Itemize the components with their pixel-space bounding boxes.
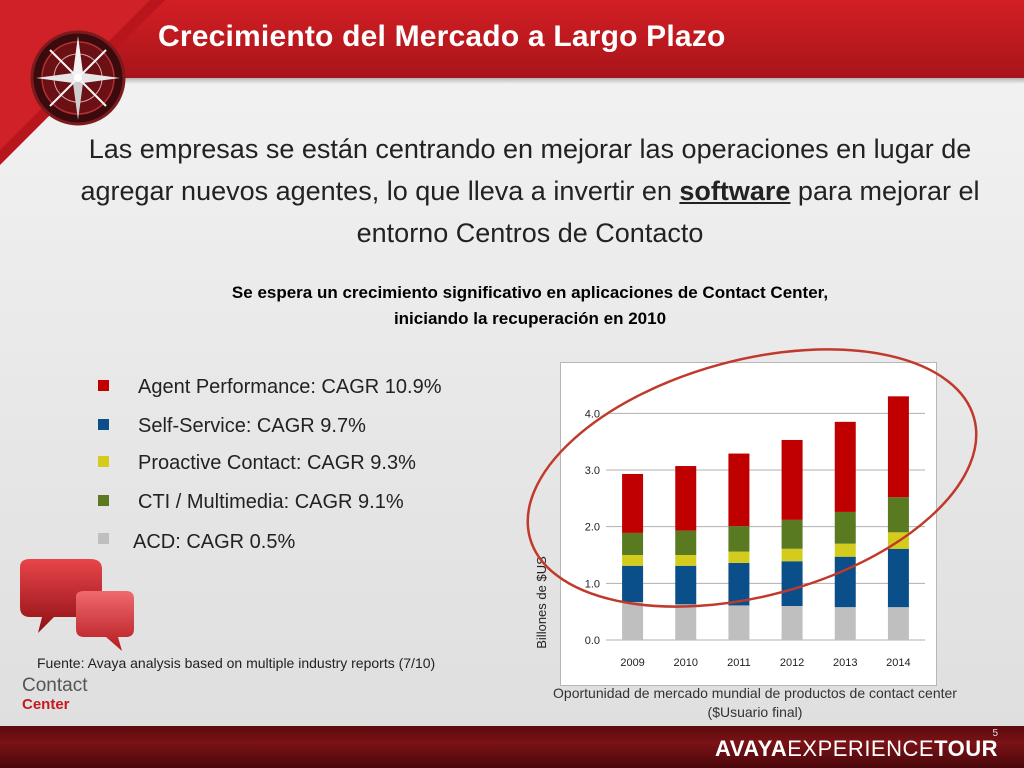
bar-segment-agent-performance-2010 [675,466,697,531]
source-note: Fuente: Avaya analysis based on multiple… [37,655,436,671]
bar-segment-cti-multimedia-2011 [728,526,750,552]
bar-segment-self-service-2011 [728,562,750,606]
legend-swatch [98,495,109,506]
x-tick-label: 2009 [620,657,644,669]
intro-emphasis: software [679,176,791,206]
intro-text: Las empresas se están centrando en mejor… [70,128,990,254]
y-axis-label: Billones de $US [534,556,549,649]
bar-segment-acd-2011 [728,605,750,640]
bar-segment-proactive-contact-2010 [675,555,697,566]
contact-center-brand-sub: Center [22,696,70,713]
bar-segment-cti-multimedia-2010 [675,530,697,555]
chart-labels: 0.0 1.0 2.0 3.0 4.0 2009 2010 2011 2012 2013 2014 [585,408,911,669]
footer-logo: AVAYAEXPERIENCETOUR [715,736,998,762]
bar-segment-acd-2013 [834,607,856,640]
chart-subtitle: Se espera un crecimiento significativo e… [160,280,900,332]
bar-segment-self-service-2013 [834,556,856,608]
bar-segment-cti-multimedia-2012 [781,519,803,549]
footer-band: AVAYAEXPERIENCETOUR [0,726,1024,768]
legend-label: Self-Service: CAGR 9.7% [138,415,366,437]
footer-brand-tour: TOUR [934,736,998,761]
legend-swatch [98,533,109,544]
contact-center-brand: Contact [22,675,88,696]
x-tick-label: 2013 [833,657,857,669]
intro-part1: Las empresas se están centrando en mejor… [80,134,972,206]
chart-grid [606,412,925,641]
legend-label: ACD: CAGR 0.5% [133,531,296,553]
legend-label: Agent Performance: CAGR 10.9% [138,376,442,398]
legend-swatch [98,456,109,467]
subtitle-line-2: iniciando la recuperación en 2010 [393,309,667,328]
bar-segment-proactive-contact-2012 [781,548,803,562]
bar-segment-self-service-2014 [887,548,909,608]
bar-segment-self-service-2009 [622,565,644,603]
bar-segment-agent-performance-2013 [834,421,856,512]
header-shadow [0,78,1024,84]
speech-bubbles-icon [20,559,134,651]
legend-label: Proactive Contact: CAGR 9.3% [138,452,416,474]
legend-label: CTI / Multimedia: CAGR 9.1% [138,491,404,513]
bar-segment-proactive-contact-2011 [728,551,750,563]
chart-caption: Oportunidad de mercado mundial de produc… [553,685,957,720]
compass-logo-icon [30,30,126,126]
y-tick-label: 3.0 [585,465,600,477]
slide-title: Crecimiento del Mercado a Largo Plazo [158,20,726,53]
y-tick-label: 0.0 [585,635,600,647]
bar-segment-agent-performance-2014 [887,396,909,498]
bar-segment-agent-performance-2011 [728,453,750,527]
bar-segment-agent-performance-2012 [781,439,803,520]
bar-segment-proactive-contact-2013 [834,543,856,557]
bar-segment-acd-2010 [675,604,697,640]
intro-part2: para mejorar el entorno Centros de Conta… [356,176,980,248]
y-tick-label: 4.0 [585,408,600,420]
page-number: 5 [992,728,998,739]
bar-segment-agent-performance-2009 [622,473,644,533]
bar-segment-self-service-2010 [675,565,697,605]
footer-brand-avaya: AVAYA [715,736,788,761]
bar-segment-cti-multimedia-2009 [622,532,644,555]
x-tick-label: 2014 [886,657,910,669]
bar-segment-acd-2014 [887,607,909,640]
chart-bars [622,396,909,640]
subtitle-line-1: Se espera un crecimiento significativo e… [231,283,829,302]
header-band [0,0,1024,78]
y-tick-label: 2.0 [585,522,600,534]
bar-segment-acd-2009 [622,602,644,640]
x-tick-label: 2012 [780,657,804,669]
bar-segment-cti-multimedia-2013 [834,511,856,544]
bar-segment-self-service-2012 [781,561,803,606]
bar-segment-proactive-contact-2009 [622,555,644,566]
y-tick-label: 1.0 [585,578,600,590]
footer-brand-experience: EXPERIENCE [787,736,935,761]
legend-swatch [98,380,109,391]
highlight-ellipse [526,348,978,608]
x-tick-label: 2011 [727,657,751,669]
bar-segment-acd-2012 [781,606,803,640]
bar-segment-cti-multimedia-2014 [887,497,909,533]
x-tick-label: 2010 [674,657,698,669]
legend-swatch [98,419,109,430]
